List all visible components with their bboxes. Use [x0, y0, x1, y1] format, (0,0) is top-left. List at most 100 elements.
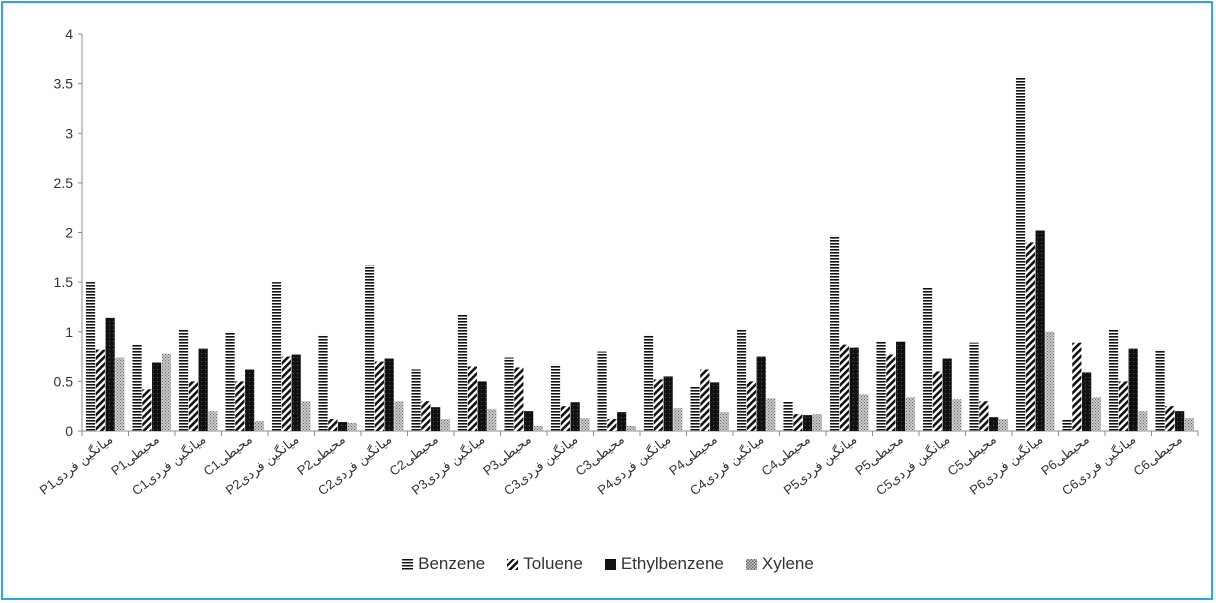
bar-xylene	[301, 401, 311, 431]
y-tick-label: 0	[65, 423, 73, 439]
x-tick-label: P1میانگین فردی	[37, 432, 116, 499]
bar-ethylbenzene	[477, 381, 487, 432]
bar-benzene	[457, 314, 468, 431]
bar-ethylbenzene	[849, 347, 859, 431]
bar-toluene	[1072, 342, 1082, 431]
bar-xylene	[533, 426, 544, 431]
legend-swatch-benzene	[402, 558, 414, 570]
bar-toluene	[746, 381, 756, 432]
y-tick-label: 1.5	[54, 274, 74, 290]
legend-item-ethylbenzene: Ethylbenzene	[604, 554, 724, 574]
bar-ethylbenzene	[756, 356, 766, 431]
bar-toluene	[514, 367, 524, 431]
bar-toluene	[653, 379, 663, 431]
bar-toluene	[421, 401, 431, 431]
bar-ethylbenzene	[291, 354, 301, 431]
legend-label-benzene: Benzene	[418, 554, 486, 573]
bar-xylene	[719, 412, 730, 431]
bar-toluene	[281, 356, 291, 431]
bar-toluene	[95, 349, 105, 431]
bar-ethylbenzene	[617, 412, 627, 431]
legend-label-xylene: Xylene	[761, 554, 814, 573]
bar-ethylbenzene	[896, 341, 906, 431]
bar-toluene	[1025, 242, 1035, 431]
bar-xylene	[766, 398, 776, 431]
y-tick-label: 4	[65, 26, 73, 42]
bar-benzene	[643, 334, 654, 431]
bar-toluene	[467, 366, 477, 431]
bar-xylene	[115, 357, 125, 431]
y-tick-label: 2	[65, 225, 73, 241]
bar-benzene	[178, 329, 189, 431]
bar-ethylbenzene	[384, 358, 394, 431]
bar-benzene	[1108, 329, 1119, 431]
bar-toluene	[793, 414, 803, 431]
bar-benzene	[969, 342, 979, 431]
legend-label-ethylbenzene: Ethylbenzene	[620, 554, 724, 573]
bar-benzene	[922, 287, 933, 431]
bar-xylene	[1184, 418, 1195, 431]
bar-xylene	[394, 401, 404, 431]
bar-toluene	[607, 419, 617, 431]
bar-ethylbenzene	[1082, 372, 1092, 431]
legend-swatch-ethylbenzene	[604, 558, 616, 570]
bar-xylene	[673, 408, 683, 431]
legend-label-toluene: Toluene	[523, 554, 583, 573]
bar-xylene	[161, 353, 172, 431]
legend-swatch-toluene	[507, 558, 519, 570]
bar-benzene	[318, 334, 328, 431]
bar-xylene	[1091, 397, 1102, 431]
bar-toluene	[886, 354, 896, 431]
bar-ethylbenzene	[245, 369, 255, 431]
bar-benzene	[411, 369, 421, 431]
bar-toluene	[374, 361, 384, 431]
bar-ethylbenzene	[338, 422, 348, 431]
bars-layer	[85, 76, 1195, 432]
y-tick-label: 2.5	[54, 175, 74, 191]
bar-benzene	[690, 386, 700, 431]
bar-toluene	[328, 419, 338, 431]
bar-benzene	[829, 235, 840, 431]
bar-xylene	[905, 397, 916, 431]
y-tick-label: 1	[65, 324, 73, 340]
legend-item-toluene: Toluene	[507, 554, 583, 574]
bar-toluene	[1165, 406, 1175, 431]
bar-xylene	[254, 421, 265, 431]
bar-ethylbenzene	[942, 358, 952, 431]
bar-benzene	[85, 282, 96, 432]
bar-xylene	[580, 418, 590, 431]
y-tick-label: 0.5	[54, 373, 74, 389]
bar-ethylbenzene	[1175, 411, 1185, 431]
bar-benzene	[225, 331, 235, 431]
bar-ethylbenzene	[663, 376, 673, 431]
bar-xylene	[812, 414, 823, 431]
bar-xylene	[952, 399, 962, 431]
bar-toluene	[188, 381, 198, 432]
bar-benzene	[597, 351, 607, 431]
bar-ethylbenzene	[989, 417, 999, 431]
y-tick-label: 3.5	[54, 76, 74, 92]
bar-ethylbenzene	[570, 402, 580, 431]
bar-ethylbenzene	[198, 348, 208, 431]
y-tick-label: 3	[65, 125, 73, 141]
bar-xylene	[626, 426, 637, 431]
bar-xylene	[487, 409, 497, 431]
bar-toluene	[979, 401, 989, 431]
bar-toluene	[1118, 381, 1128, 432]
bar-toluene	[700, 369, 710, 431]
bar-benzene	[271, 282, 282, 432]
bar-ethylbenzene	[710, 382, 720, 431]
bar-ethylbenzene	[431, 407, 441, 431]
bar-benzene	[132, 344, 142, 431]
x-tick-label: C6محیطی	[1130, 432, 1184, 479]
bar-toluene	[560, 406, 570, 431]
bar-ethylbenzene	[803, 415, 813, 431]
bar-benzene	[364, 265, 375, 431]
bar-xylene	[208, 411, 218, 431]
bar-ethylbenzene	[1035, 230, 1045, 431]
bar-xylene	[998, 419, 1009, 431]
bar-benzene	[1155, 349, 1165, 431]
legend-item-xylene: Xylene	[745, 554, 814, 574]
